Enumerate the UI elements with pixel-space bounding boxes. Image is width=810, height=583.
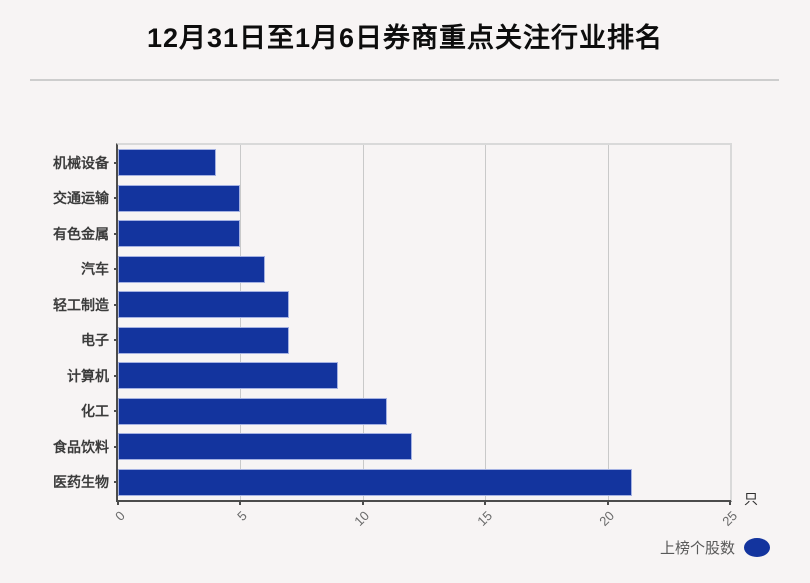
x-axis-unit-label: 只 [744,491,758,507]
category-label: 交通运输 [53,190,109,207]
gridline [485,145,487,500]
bar-row: 医药生物 [53,465,730,501]
bar-有色金属 [118,220,241,248]
category-label: 化工 [81,403,109,420]
bar-医药生物 [118,468,633,496]
bar-row: 机械设备 [53,145,730,181]
bar-row: 汽车 [81,252,730,288]
gridline [607,145,609,500]
category-label: 机械设备 [53,154,109,171]
legend-label: 上榜个股数 [659,540,735,557]
x-axis-tick-label-text: 15 [473,508,495,529]
category-label: 医药生物 [53,474,109,491]
y-axis-tick [114,374,118,377]
x-axis-tick [729,500,731,505]
title-divider [30,79,779,81]
y-axis-tick [114,161,118,164]
gridline [240,145,242,500]
y-axis-tick [114,303,118,306]
x-axis-tick [361,500,364,505]
bar-row: 有色金属 [53,216,730,252]
x-axis-tick-label-text: 25 [718,508,740,529]
bar-食品饮料 [118,433,412,461]
y-axis-tick [114,445,118,448]
category-label: 汽车 [81,261,109,278]
category-label: 计算机 [67,367,109,384]
x-axis-tick [239,500,242,505]
legend-series-marker [744,538,770,557]
x-axis-tick [484,500,487,505]
category-label: 有色金属 [53,225,109,242]
bar-电子 [118,326,290,354]
y-axis-tick [114,268,118,271]
chart-title: 12月31日至1月6日券商重点关注行业排名 [146,23,664,53]
bar-化工 [118,397,388,425]
gridline [362,145,364,500]
y-axis-tick [114,197,118,200]
legend: 上榜个股数 [660,537,770,558]
bar-汽车 [118,255,265,283]
y-axis-tick [114,339,118,342]
bar-row: 交通运输 [53,181,730,217]
x-axis-tick [117,500,119,505]
bar-row: 轻工制造 [53,287,730,323]
bar-交通运输 [118,184,241,212]
y-axis-tick [114,481,118,484]
category-label: 电子 [81,332,109,349]
y-axis-tick [114,410,118,413]
bar-计算机 [118,362,339,390]
bar-row: 食品饮料 [53,429,730,465]
category-label: 食品饮料 [53,438,109,455]
x-axis-tick [606,500,609,505]
x-axis-tick-label-text: 20 [596,508,618,529]
bar-row: 计算机 [67,358,730,394]
bar-轻工制造 [118,291,290,319]
y-axis-tick [114,232,118,235]
bar-row: 化工 [81,394,730,430]
x-axis-tick-label-text: 0 [111,508,128,524]
x-axis-tick-label-text: 5 [234,508,250,524]
plot-area: 只 0 5 10 15 20 25 机械设备交通运输有色金属汽车轻工制造电子计算机化工食品饮… [53,143,758,529]
category-label: 轻工制造 [53,296,109,313]
bar-机械设备 [118,149,216,177]
x-axis-tick-label-text: 10 [351,508,373,529]
bar-row: 电子 [81,323,730,359]
